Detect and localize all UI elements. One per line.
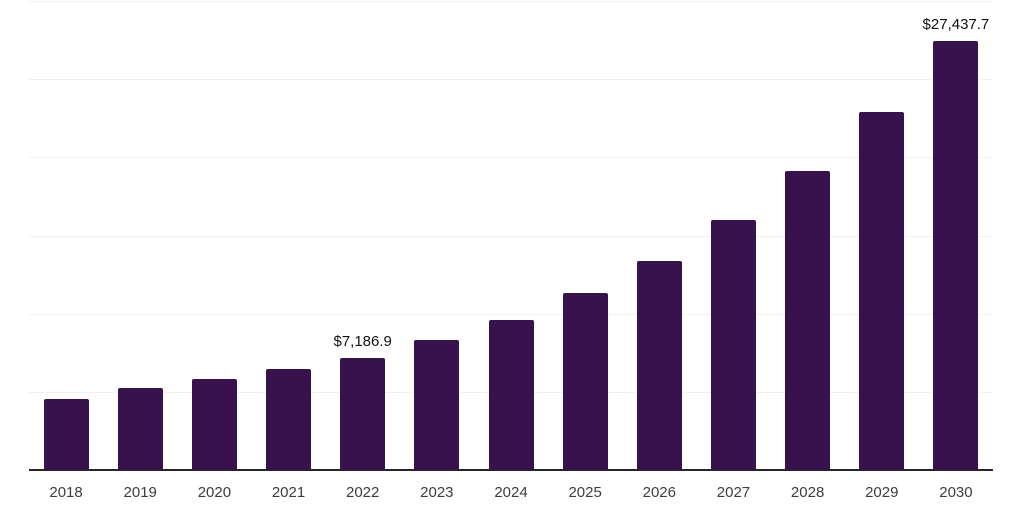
x-tick-2018: 2018 xyxy=(49,484,83,501)
x-tick-2026: 2026 xyxy=(642,484,676,501)
bar-2022 xyxy=(340,357,386,470)
gridline-10000 xyxy=(29,313,993,315)
bar-2030 xyxy=(933,41,979,470)
bar-2018 xyxy=(43,398,89,470)
gridline-20000 xyxy=(29,157,993,159)
x-tick-2020: 2020 xyxy=(197,484,232,501)
x-tick-2021: 2021 xyxy=(271,484,306,501)
bar-2023 xyxy=(414,340,460,470)
bar-2025 xyxy=(562,292,608,470)
gridline-30000 xyxy=(29,1,993,2)
bar-2020 xyxy=(191,379,237,470)
x-tick-2023: 2023 xyxy=(420,484,454,501)
x-tick-2030: 2030 xyxy=(939,484,973,501)
bar-2028 xyxy=(785,171,831,470)
x-tick-2028: 2028 xyxy=(790,484,825,501)
x-axis-line xyxy=(29,469,993,471)
gridline-25000 xyxy=(29,79,993,81)
x-tick-2024: 2024 xyxy=(494,484,528,501)
x-tick-2029: 2029 xyxy=(865,484,899,501)
bar-2024 xyxy=(488,319,534,470)
bar-2026 xyxy=(636,260,682,470)
x-tick-2022: 2022 xyxy=(346,484,380,501)
gridline-15000 xyxy=(29,235,993,237)
bar-2019 xyxy=(117,387,163,470)
value-label-2030: $27,437.7 xyxy=(922,16,990,34)
x-tick-2025: 2025 xyxy=(568,484,602,501)
x-tick-2019: 2019 xyxy=(123,484,157,501)
x-tick-2027: 2027 xyxy=(716,484,751,501)
value-label-2022: $7,186.9 xyxy=(333,332,392,350)
bar-2021 xyxy=(266,369,312,470)
bar-2027 xyxy=(710,220,756,470)
bar-2029 xyxy=(859,112,905,470)
